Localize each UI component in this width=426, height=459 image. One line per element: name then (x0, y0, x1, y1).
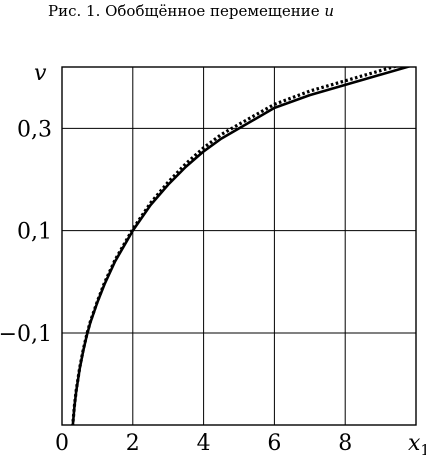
x-axis-label-subscript: 1 (420, 441, 426, 459)
x-tick-label: 2 (126, 431, 140, 456)
figure-caption: Рис. 1. Обобщённое перемещение u (48, 2, 334, 20)
x-tick-label: 8 (338, 431, 352, 456)
y-tick-label: −0,1 (0, 322, 52, 347)
y-tick-label: 0,3 (17, 117, 52, 142)
x-axis-label-main: x (408, 431, 421, 456)
series-group (71, 67, 412, 425)
y-axis-label: v (34, 61, 47, 86)
x-tick-label: 0 (55, 431, 69, 456)
x-tick-label: 6 (267, 431, 281, 456)
dotted-series-line (71, 67, 399, 425)
y-tick-label: 0,1 (17, 220, 52, 245)
tick-labels: 0 2 4 6 8 −0,1 0,1 0,3 (0, 117, 352, 456)
solid-series-line (71, 67, 412, 425)
grid (62, 67, 416, 425)
caption-text: Рис. 1. Обобщённое перемещение (48, 2, 324, 20)
caption-variable: u (324, 2, 334, 20)
x-tick-label: 4 (197, 431, 211, 456)
plot-frame (61, 66, 417, 426)
x-axis-label: x1 (408, 431, 426, 459)
